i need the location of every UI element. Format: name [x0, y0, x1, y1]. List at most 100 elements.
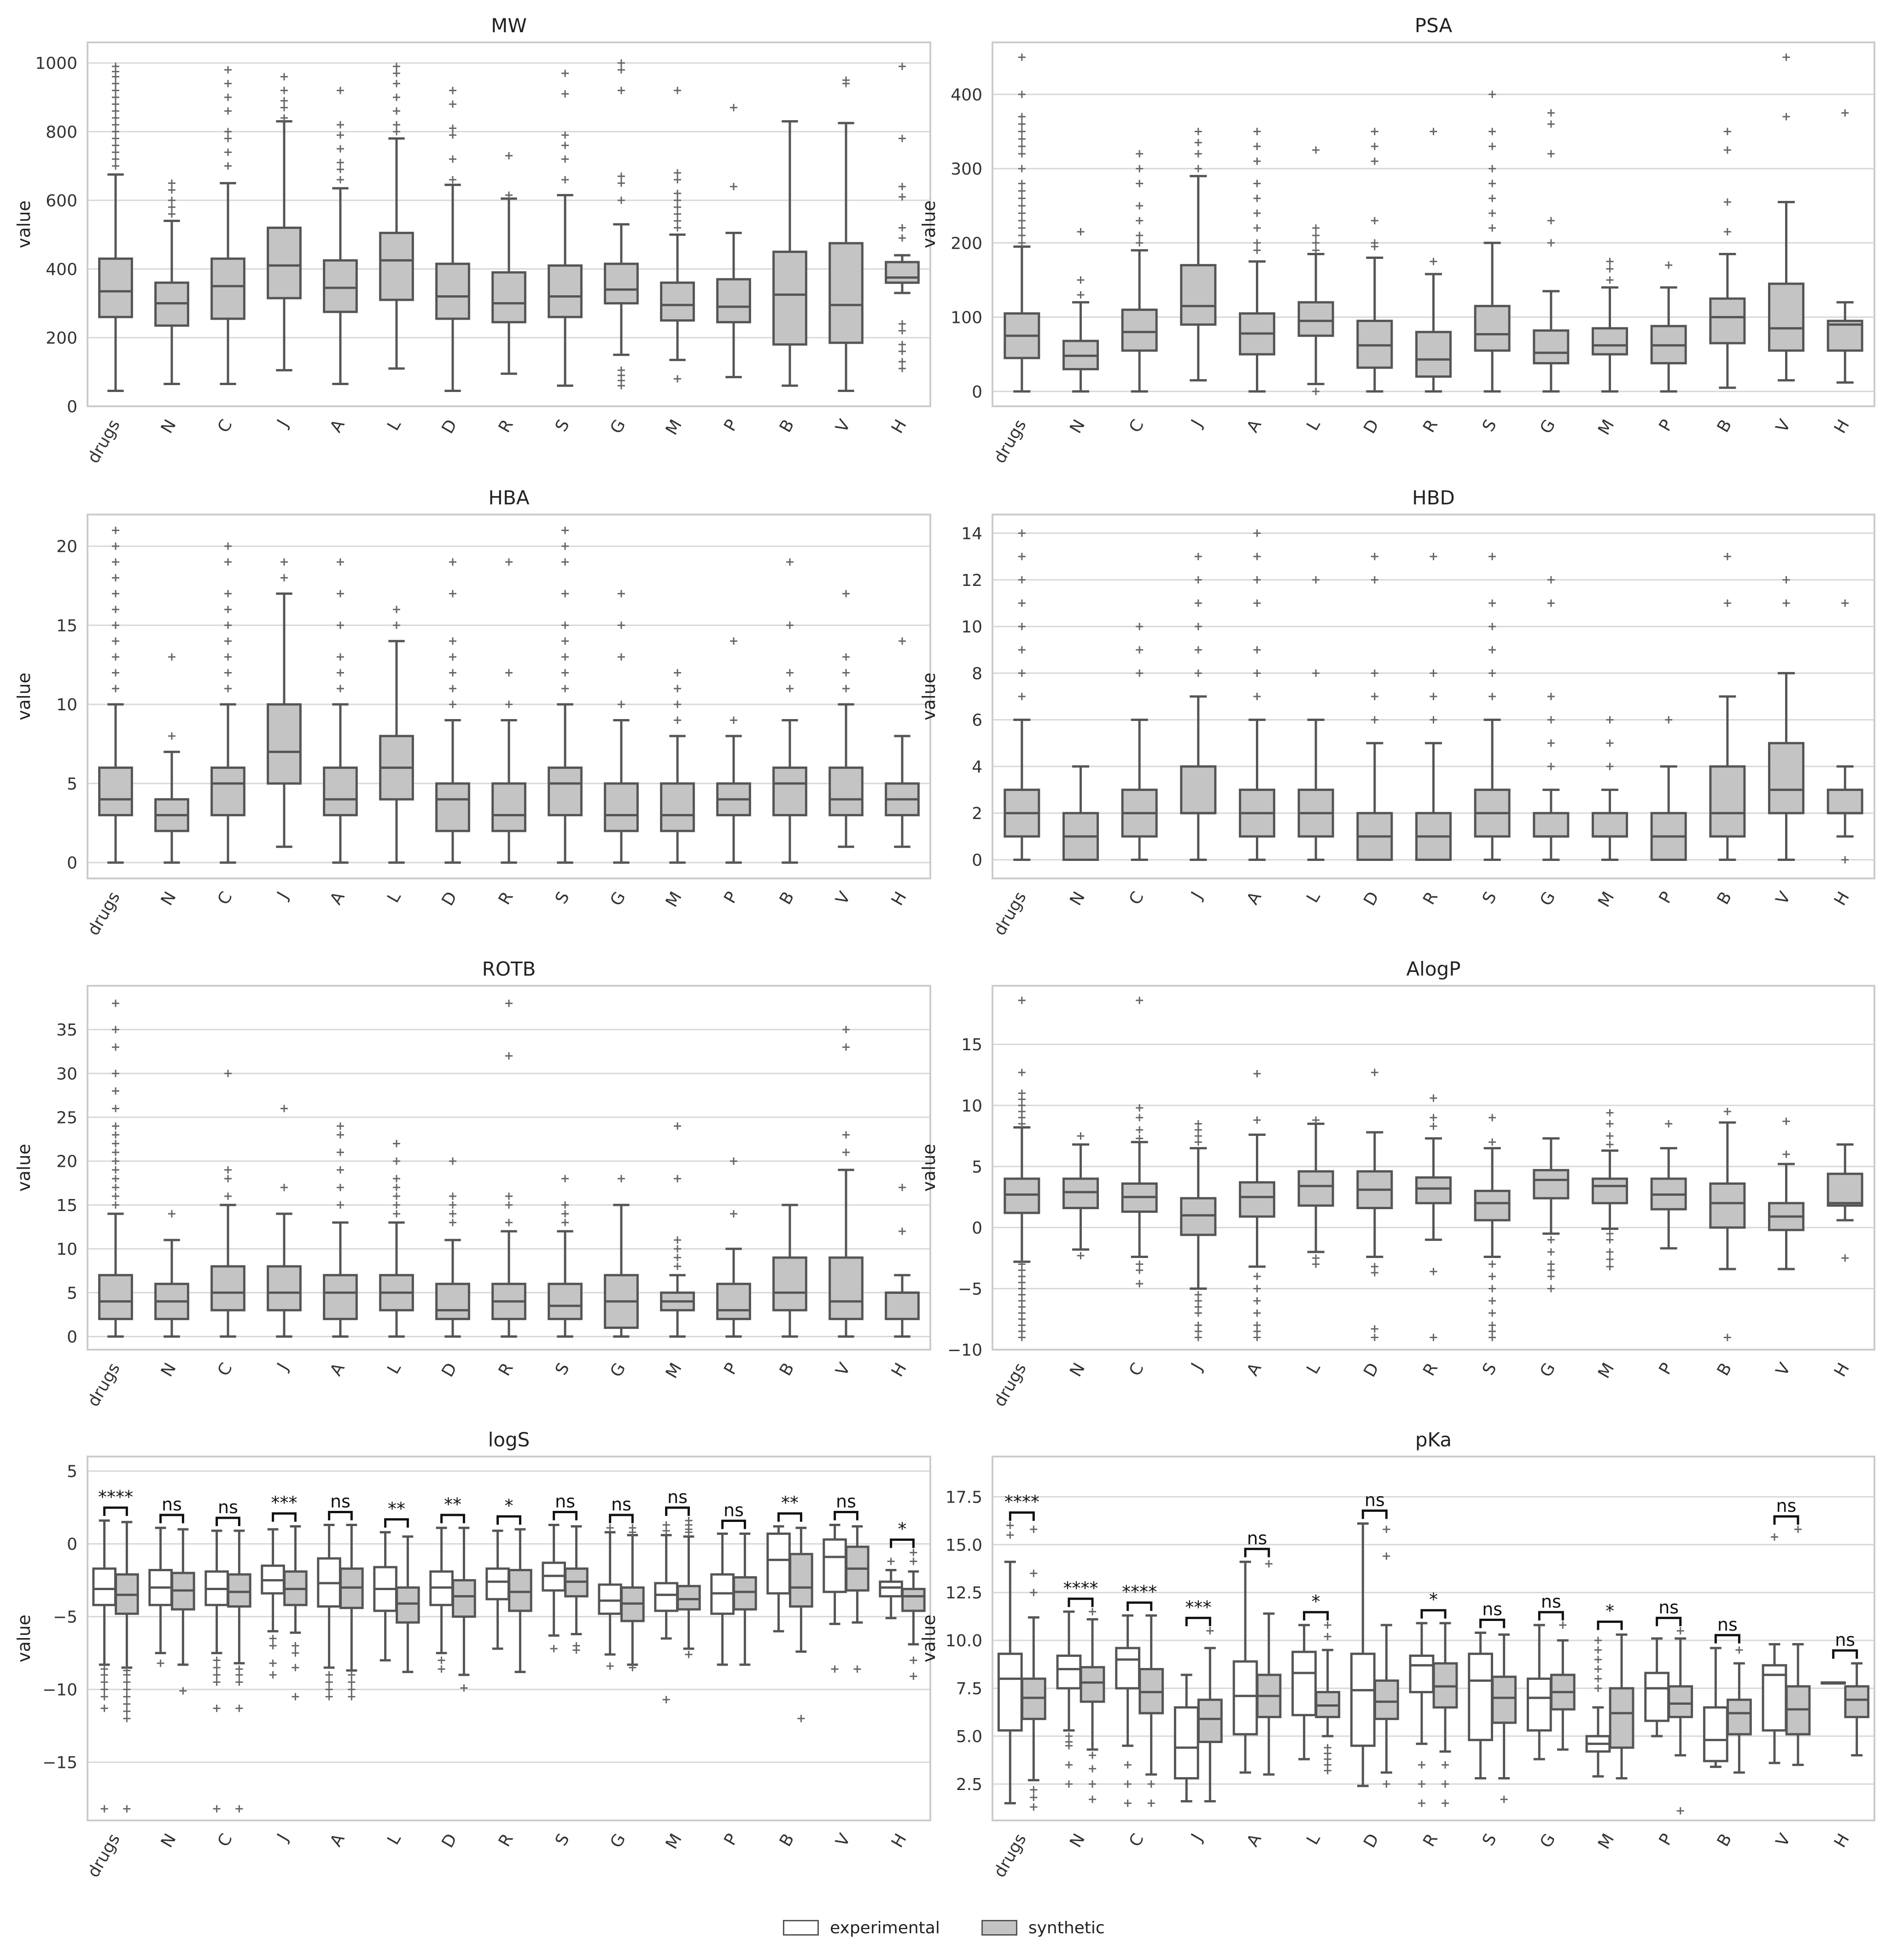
outlier-marker [1136, 239, 1143, 246]
x-tick-label-L: L [1303, 889, 1324, 906]
x-tick-label-D: D [438, 889, 461, 909]
outlier-marker [112, 1166, 119, 1174]
significance-label: ** [781, 1493, 799, 1513]
outlier-marker [674, 224, 681, 231]
box-M-experimental [1587, 1637, 1610, 1776]
x-tick-label-G: G [607, 1831, 629, 1851]
significance-bracket [1128, 1603, 1151, 1611]
x-tick-label-J: J [273, 1360, 292, 1374]
outlier-marker [899, 1184, 906, 1191]
outlier-marker [1841, 109, 1849, 117]
box-M-synthetic [678, 1517, 700, 1658]
box-N [1063, 1132, 1097, 1259]
y-tick-label: 10 [961, 1097, 982, 1116]
box-drugs [99, 63, 132, 391]
outlier-marker [1018, 143, 1026, 150]
box-drugs-synthetic [116, 1522, 138, 1813]
outlier-marker [101, 1805, 108, 1813]
outlier-marker [730, 104, 737, 111]
outlier-marker [123, 1715, 130, 1722]
outlier-marker [393, 621, 400, 629]
panel-HBD: 02468101214HBDvaluedrugs N C J A L D R S G M P B V H [919, 486, 1874, 939]
outlier-marker [629, 1524, 636, 1532]
outlier-marker [224, 66, 232, 74]
outlier-marker [1312, 232, 1319, 239]
outlier-marker [224, 638, 232, 645]
box-iqr [1845, 1686, 1868, 1717]
outlier-marker [1488, 165, 1496, 172]
box-M-experimental [655, 1521, 677, 1703]
box-H [1828, 1145, 1862, 1262]
box-iqr [1181, 766, 1215, 813]
box-iqr [1081, 1667, 1104, 1702]
outlier-marker [1488, 1114, 1496, 1121]
box-D [437, 1158, 469, 1337]
box-iqr [605, 264, 638, 304]
outlier-marker [842, 590, 850, 597]
y-tick-label: 1000 [35, 54, 77, 73]
box-iqr [437, 264, 469, 319]
box-R-synthetic [509, 1529, 531, 1672]
outlier-marker [674, 1254, 681, 1261]
x-tick-label-G: G [607, 1360, 629, 1381]
outlier-marker [393, 70, 400, 77]
outlier-marker [1430, 1268, 1437, 1275]
x-tick-label-M: M [662, 416, 686, 438]
outlier-marker [449, 685, 456, 692]
outlier-marker [1594, 1685, 1602, 1692]
x-tick-label-G: G [607, 889, 629, 909]
outlier-marker [1030, 1526, 1037, 1533]
x-tick-label-N: N [1066, 889, 1089, 909]
outlier-marker [1254, 239, 1261, 246]
outlier-marker [797, 1715, 805, 1722]
outlier-marker [269, 1635, 277, 1642]
significance-label: ns [1365, 1490, 1385, 1510]
box-C [212, 1070, 245, 1336]
box-C [212, 543, 245, 863]
significance-label: ns [1541, 1591, 1561, 1612]
outlier-marker [1430, 553, 1437, 560]
outlier-marker [157, 1660, 164, 1667]
outlier-marker [899, 135, 906, 142]
x-tick-label-H: H [888, 416, 911, 437]
outlier-marker [112, 114, 119, 122]
outlier-marker [168, 180, 175, 187]
outlier-marker [337, 621, 344, 629]
plot-frame [992, 1457, 1874, 1820]
box-iqr [549, 768, 582, 815]
outlier-marker [101, 1665, 108, 1673]
y-tick-label: 20 [56, 1153, 77, 1171]
outlier-marker [786, 621, 794, 629]
significance-bracket [1186, 1618, 1210, 1626]
outlier-marker [1077, 228, 1085, 235]
outlier-marker [112, 669, 119, 676]
y-tick-label: 10 [56, 696, 77, 714]
y-tick-label: 0 [972, 851, 982, 870]
y-tick-label: 5 [67, 1463, 77, 1481]
panel-title: HBD [1412, 486, 1455, 509]
box-V [1769, 53, 1803, 380]
outlier-marker [101, 1679, 108, 1686]
outlier-marker [1383, 1526, 1390, 1533]
outlier-marker [224, 94, 232, 101]
outlier-marker [449, 1158, 456, 1165]
outlier-marker [123, 1805, 130, 1813]
significance-bracket [1363, 1511, 1386, 1519]
outlier-marker [674, 176, 681, 183]
outlier-marker [1430, 1094, 1437, 1102]
x-tick-label-L: L [384, 1360, 405, 1377]
box-iqr [1240, 1182, 1274, 1217]
box-P [718, 1158, 750, 1337]
box-G [605, 59, 638, 390]
y-tick-label: 5 [67, 775, 77, 794]
box-drugs [1005, 997, 1039, 1341]
outlier-marker [618, 173, 625, 180]
outlier-marker [561, 653, 569, 661]
box-C-synthetic [1140, 1615, 1163, 1807]
x-tick-label-P: P [720, 1831, 741, 1849]
box-H-experimental [1822, 1683, 1845, 1684]
outlier-marker [1018, 1089, 1026, 1097]
outlier-marker [1430, 1114, 1437, 1121]
box-iqr [1828, 790, 1862, 813]
